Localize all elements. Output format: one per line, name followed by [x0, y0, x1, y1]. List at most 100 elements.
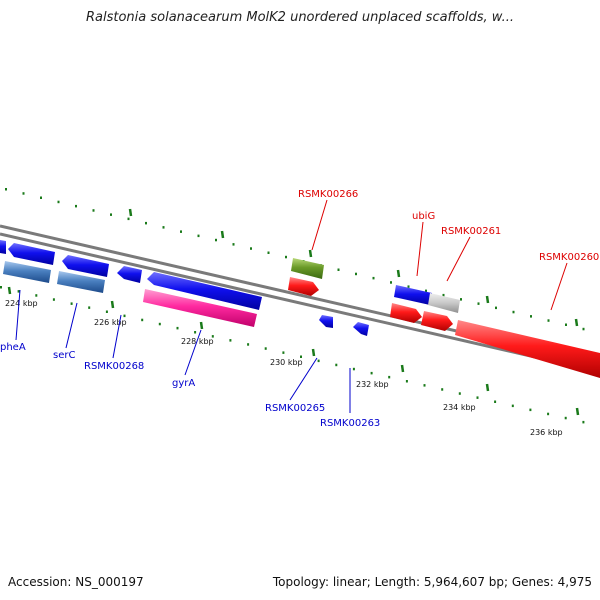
scale-dot [564, 416, 567, 420]
scale-dot [300, 355, 302, 358]
scale-dot [176, 326, 179, 330]
scale-dot [211, 335, 214, 338]
scale-dot [158, 322, 161, 326]
tick-label: 236 kbp [530, 428, 563, 437]
scale-dot [460, 298, 462, 301]
gene-arrow[interactable] [421, 311, 453, 331]
gene-label-serc[interactable]: serC [53, 350, 75, 361]
gene-label-rsmk00268[interactable]: RSMK00268 [84, 361, 144, 372]
scale-dot [5, 188, 7, 191]
scale-dot [285, 255, 287, 259]
gene-arrow[interactable] [319, 315, 333, 328]
tick-label: 232 kbp [356, 380, 389, 389]
scale-dot [476, 396, 479, 399]
tick-label: 226 kbp [94, 318, 127, 327]
scale-dot [264, 347, 267, 350]
scale-dot [335, 363, 338, 367]
gene-arrow[interactable] [143, 289, 257, 327]
gene-label-rsmk00266[interactable]: RSMK00266 [298, 189, 358, 200]
scale-dot [529, 408, 532, 412]
gene-arrow[interactable] [390, 303, 422, 323]
scale-dot [582, 420, 585, 424]
scale-dot [372, 276, 375, 280]
reverse-strand-genes [0, 240, 460, 336]
scale-dot [127, 217, 130, 221]
gene-label-rsmk00265[interactable]: RSMK00265 [265, 403, 325, 414]
gene-arrow[interactable] [0, 240, 6, 254]
gene-label-gyra[interactable]: gyrA [172, 378, 195, 389]
scale-dot [194, 331, 197, 334]
scale-dot [355, 272, 357, 276]
scale-dot [52, 298, 55, 301]
gene-arrow[interactable] [428, 293, 460, 313]
scale-dot [40, 196, 42, 199]
scale-dot [232, 243, 235, 246]
scale-dot [247, 343, 250, 346]
scale-dot [458, 392, 461, 395]
scale-dot [57, 200, 60, 204]
gene-label-phea[interactable]: pheA [0, 342, 26, 353]
scale-dot [105, 310, 108, 313]
scale-dot [22, 192, 25, 195]
scale-dot [494, 400, 497, 403]
scale-dot [565, 323, 567, 326]
gene-arrow[interactable] [288, 277, 319, 296]
scale-dot [145, 221, 147, 225]
gene-arrow[interactable] [291, 258, 324, 279]
scale-dot [405, 380, 408, 383]
gene-arrow[interactable] [394, 285, 432, 305]
scale-dot [215, 238, 217, 242]
gene-arrow[interactable] [455, 320, 600, 378]
scale-dot [282, 351, 285, 354]
scale-dot [390, 281, 392, 284]
scale-dot [70, 302, 73, 305]
gene-arrow[interactable] [8, 243, 55, 265]
scale-dot [180, 230, 182, 233]
tick-label: 230 kbp [270, 358, 303, 367]
gene-label-rsmk00260[interactable]: RSMK00260 [539, 252, 599, 263]
scale-dot [197, 234, 200, 238]
scale-dot [477, 302, 480, 305]
scale-dot [352, 367, 355, 371]
scale-dot [229, 339, 232, 342]
scale-dot [423, 384, 426, 387]
map-title: Ralstonia solanacearum MolK2 unordered u… [85, 10, 514, 25]
scale-dot [162, 226, 165, 229]
gene-arrow[interactable] [57, 271, 105, 293]
scale-dot [75, 204, 77, 208]
scale-dot [511, 404, 514, 408]
scale-dots [0, 188, 585, 424]
scale-dot [123, 314, 126, 318]
scale-dot [370, 371, 373, 375]
gene-arrow[interactable] [147, 272, 262, 310]
scale-dot [407, 285, 410, 288]
scale-dot [425, 289, 427, 293]
scale-dot [388, 375, 391, 379]
gene-arrow[interactable] [62, 255, 109, 277]
scale-dot [317, 359, 320, 363]
scale-dot [547, 319, 550, 322]
gene-label-ubig[interactable]: ubiG [412, 211, 435, 222]
scale-dot [495, 306, 497, 310]
gene-arrow[interactable] [3, 261, 51, 283]
scale-dot [110, 213, 112, 216]
scale-dot [35, 294, 38, 297]
scale-dot [530, 315, 532, 318]
scale-dot [88, 306, 91, 309]
scale-ticks [7, 208, 580, 416]
scale-dot [267, 251, 270, 254]
scale-dot [141, 318, 144, 322]
scale-dot [337, 268, 340, 271]
scale-dot [512, 310, 515, 314]
scale-dot [92, 209, 95, 212]
scale-dot [582, 327, 585, 331]
gene-label-rsmk00261[interactable]: RSMK00261 [441, 226, 501, 237]
gene-labels: pheA serC RSMK00268 gyrA RSMK00265 RSMK0… [0, 189, 599, 429]
forward-strand-genes [288, 258, 600, 378]
gene-arrow[interactable] [353, 322, 369, 336]
gene-arrow[interactable] [117, 266, 142, 283]
scale-dot [441, 388, 444, 391]
gene-label-rsmk00263[interactable]: RSMK00263 [320, 418, 380, 429]
scale-dot [547, 412, 550, 416]
